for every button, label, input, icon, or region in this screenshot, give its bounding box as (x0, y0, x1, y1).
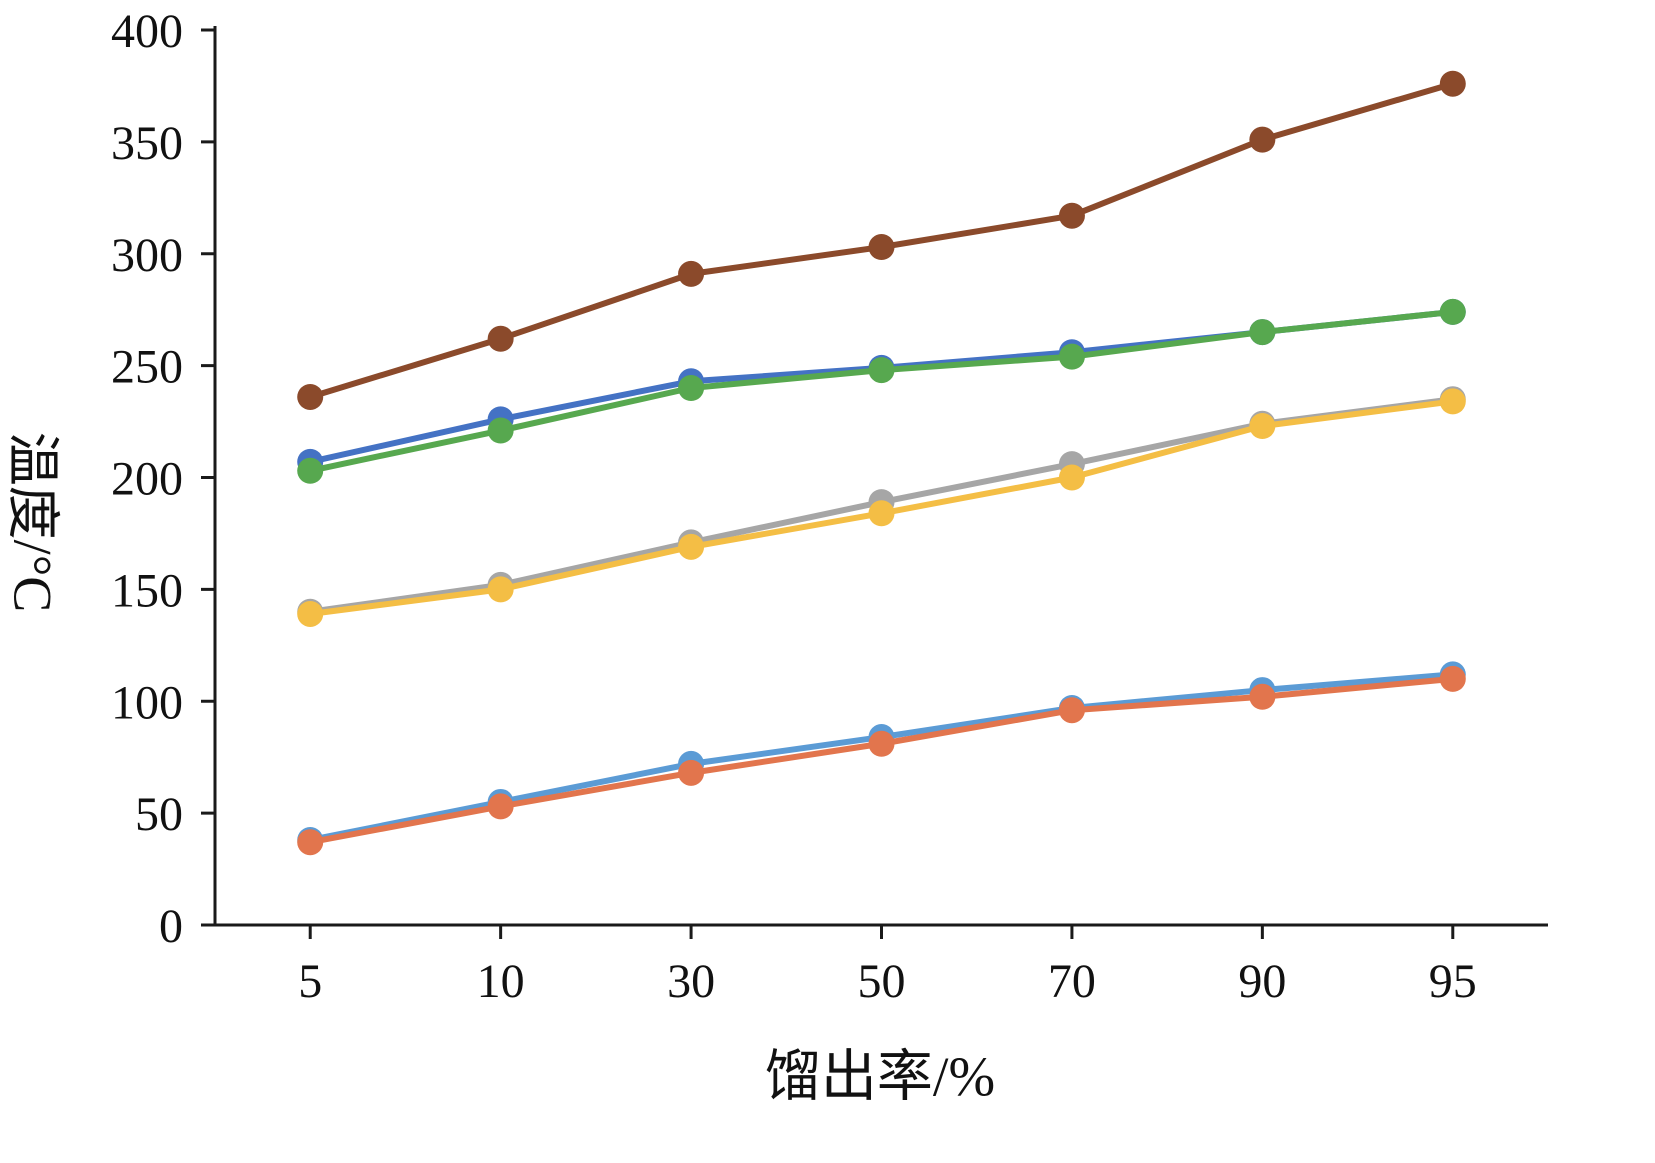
data-point-brown (1439, 70, 1466, 97)
x-tick-label: 50 (858, 955, 906, 1008)
data-point-green (487, 417, 514, 444)
data-point-green (1058, 343, 1085, 370)
data-point-yellow (1058, 464, 1085, 491)
series-line-green (307, 308, 1456, 474)
series-line-orange (307, 675, 1456, 846)
x-tick-label: 95 (1429, 955, 1477, 1008)
data-point-green (1249, 319, 1276, 346)
x-tick-label: 5 (298, 955, 322, 1008)
data-point-brown (487, 325, 514, 352)
y-tick-label: 200 (111, 453, 183, 506)
data-point-yellow (868, 500, 895, 527)
y-tick-label: 150 (111, 564, 183, 617)
data-point-brown (678, 260, 705, 287)
x-tick-label: 10 (477, 955, 525, 1008)
y-tick-label: 350 (111, 117, 183, 170)
data-point-green (1439, 298, 1466, 325)
x-tick-label: 90 (1238, 955, 1286, 1008)
y-axis-title: 温度/°C (2, 431, 63, 613)
series-line-light-blue (307, 671, 1456, 843)
y-tick-label: 250 (111, 341, 183, 394)
data-point-orange (1249, 683, 1276, 710)
data-point-yellow (678, 533, 705, 560)
data-point-orange (1058, 697, 1085, 724)
y-tick-label: 400 (111, 5, 183, 58)
data-point-yellow (1249, 413, 1276, 440)
data-point-orange (1439, 665, 1466, 692)
data-point-orange (487, 793, 514, 820)
x-tick-label: 70 (1048, 955, 1096, 1008)
x-axis-title: 馏出率/% (764, 1046, 996, 1109)
series-line-blue (307, 308, 1456, 465)
data-point-brown (1249, 126, 1276, 153)
x-tick-label: 30 (667, 955, 715, 1008)
data-point-yellow (487, 576, 514, 603)
y-tick-label: 0 (159, 900, 183, 953)
data-point-orange (868, 730, 895, 757)
data-point-green (868, 357, 895, 384)
data-point-brown (297, 383, 324, 410)
data-point-green (297, 457, 324, 484)
data-point-yellow (297, 600, 324, 627)
data-point-orange (297, 829, 324, 856)
data-point-yellow (1439, 388, 1466, 415)
y-tick-label: 100 (111, 676, 183, 729)
data-point-green (678, 375, 705, 401)
data-point-brown (868, 234, 895, 261)
y-tick-label: 300 (111, 229, 183, 282)
y-tick-label: 50 (135, 788, 183, 841)
data-point-orange (678, 759, 705, 786)
data-point-brown (1058, 202, 1085, 229)
